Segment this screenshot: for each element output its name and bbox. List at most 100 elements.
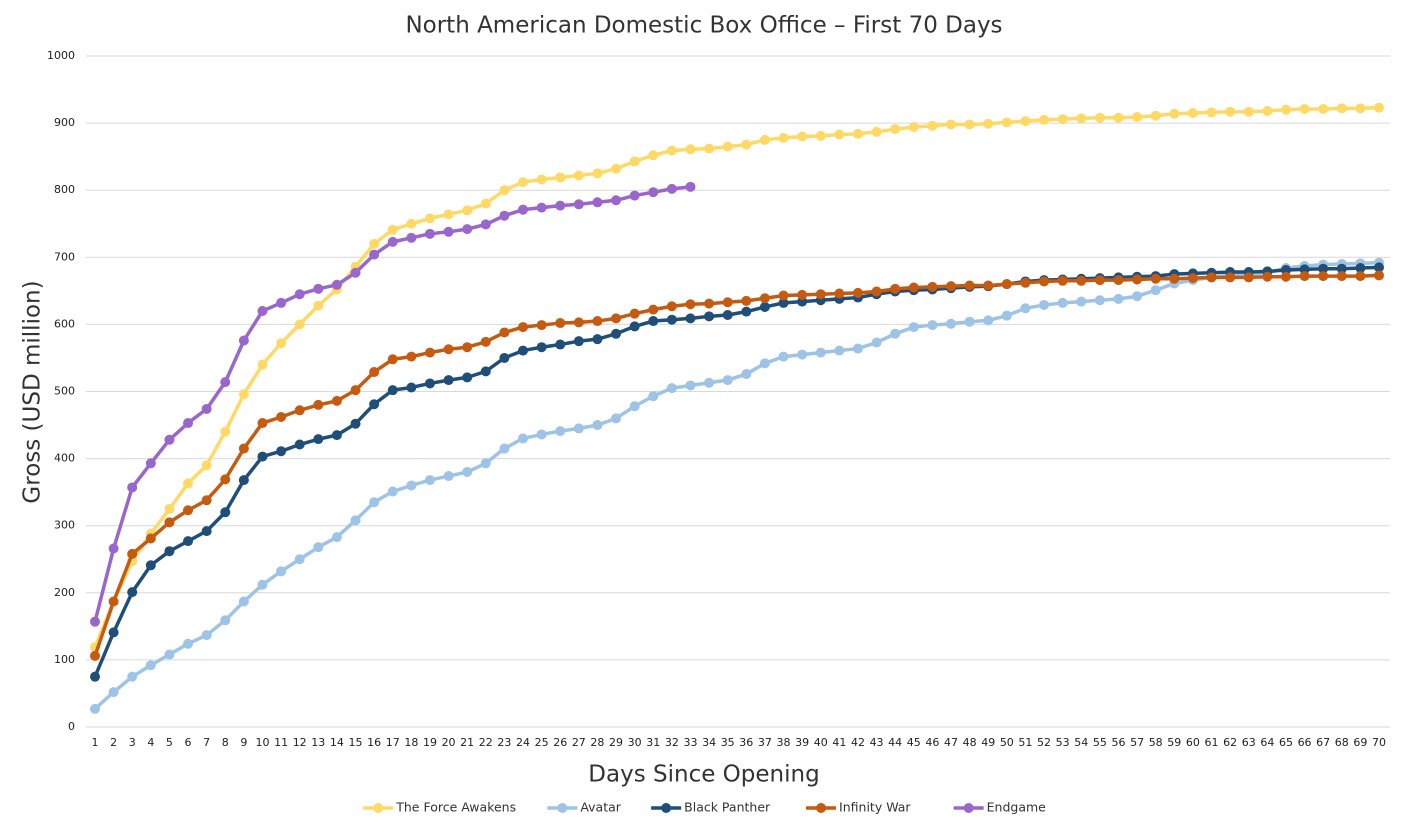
x-tick-label: 15 [349,736,363,749]
data-point [276,566,287,577]
y-tick-label: 400 [54,452,75,465]
data-point [704,298,715,309]
data-point [1262,271,1273,282]
x-tick-label: 62 [1223,736,1237,749]
data-point [1020,277,1031,288]
data-point [778,297,789,308]
legend-label: Black Panther [684,800,771,815]
data-point [387,224,398,235]
data-point [313,399,324,410]
data-point [1280,104,1291,115]
data-point [536,174,547,185]
legend-marker [816,803,827,813]
data-point [331,532,342,543]
y-tick-label: 700 [54,250,75,263]
data-point [480,366,491,377]
y-tick-label: 300 [54,519,75,532]
x-tick-label: 43 [870,736,884,749]
data-point [1076,113,1087,124]
data-point [369,399,380,410]
data-point [480,219,491,230]
data-point [685,380,696,391]
x-tick-label: 33 [683,736,697,749]
data-point [1094,295,1105,306]
data-point [722,141,733,152]
data-point [238,475,249,486]
x-tick-label: 65 [1279,736,1293,749]
data-point [387,385,398,396]
x-tick-label: 70 [1372,736,1386,749]
data-point [369,238,380,249]
x-tick-label: 18 [404,736,418,749]
data-point [908,322,919,333]
data-point [257,579,268,590]
data-point [666,183,677,194]
series-line [93,260,1380,711]
series-line [93,265,1380,678]
data-point [1132,274,1143,285]
data-point [927,120,938,131]
data-point [1299,104,1310,115]
data-point [201,526,212,537]
x-tick-label: 29 [609,736,623,749]
data-point [350,385,361,396]
legend-label: The Force Awakens [395,800,516,815]
data-point [164,649,175,660]
data-point [908,122,919,133]
x-tick-label: 27 [572,736,586,749]
data-point [778,290,789,301]
x-tick-label: 8 [222,736,229,749]
data-point [1243,272,1254,283]
data-point [313,300,324,311]
data-point [592,316,603,327]
data-point [890,124,901,135]
x-tick-label: 42 [851,736,865,749]
x-tick-label: 2 [110,736,117,749]
x-tick-label: 16 [367,736,381,749]
y-axis-title: Gross (USD million) [20,280,46,503]
data-point [1225,272,1236,283]
data-point [834,345,845,356]
data-point [759,293,770,304]
data-point [499,443,510,454]
x-tick-label: 32 [665,736,679,749]
data-point [536,202,547,213]
x-tick-label: 30 [628,736,642,749]
data-point [927,320,938,331]
data-point [145,533,156,544]
data-point [722,297,733,308]
data-point [1001,279,1012,290]
data-point [127,587,138,598]
data-point [834,129,845,140]
data-point [592,420,603,431]
data-point [424,347,435,358]
data-point [908,282,919,293]
data-point [164,517,175,528]
x-tick-label: 35 [721,736,735,749]
data-point [1355,271,1366,282]
data-point [648,316,659,327]
data-point [852,287,863,298]
data-point [257,418,268,429]
data-point [499,185,510,196]
data-point [983,315,994,326]
data-point [964,280,975,291]
data-point [294,289,305,300]
data-point [90,616,100,627]
data-point [741,295,752,306]
x-tick-label: 21 [460,736,474,749]
y-tick-label: 200 [54,586,75,599]
data-point [387,354,398,365]
series [90,257,1384,714]
data-point [1150,273,1161,284]
data-point [313,542,324,553]
data-point [406,232,417,243]
y-tick-label: 800 [54,183,75,196]
data-point [1132,291,1143,302]
x-tick-label: 37 [758,736,772,749]
data-point [573,336,584,347]
data-point [573,199,584,210]
data-point [145,560,156,571]
x-tick-label: 1 [92,736,99,749]
